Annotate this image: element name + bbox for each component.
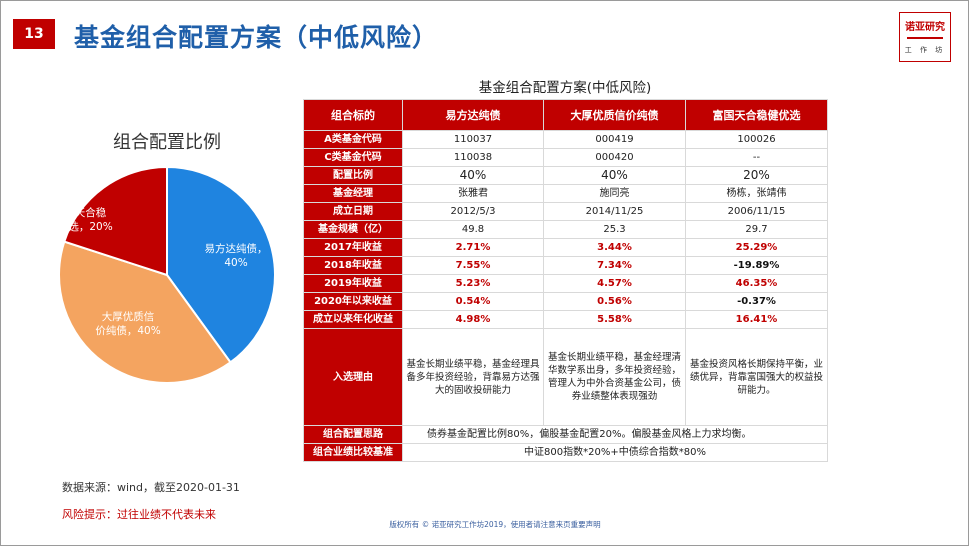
table-row: 2017年收益 2.71% 3.44% 25.29% — [303, 238, 828, 257]
benchmark-row: 组合业绩比较基准 中证800指数*20%+中债综合指数*80% — [303, 443, 828, 462]
table-cell: 5.23% — [402, 274, 544, 293]
table-cell: 张雅君 — [402, 184, 544, 203]
pie-slice-label: 富国天合稳 — [54, 206, 107, 219]
reason-row: 入选理由 基金长期业绩平稳，基金经理具备多年投资经验，背靠易方达强大的固收投研能力… — [303, 328, 828, 426]
table-cell: -0.37% — [685, 292, 828, 311]
table-cell: 5.58% — [543, 310, 686, 329]
benchmark-text: 中证800指数*20%+中债综合指数*80% — [402, 443, 828, 462]
table-row: 基金经理 张雅君 施同亮 杨栋，张靖伟 — [303, 184, 828, 203]
allocation-pie-chart: 易方达纯债， 40% 大厚优质信价纯债，40% 富国天合稳健优选，20% — [50, 165, 276, 384]
table-cell: 0.56% — [543, 292, 686, 311]
logo-divider — [907, 37, 943, 39]
table-cell: 100026 — [685, 130, 828, 149]
pie-slice-label: 价纯债，40% — [95, 324, 160, 337]
table-header-row: 组合标的 易方达纯债 大厚优质信价纯债 富国天合稳健优选 — [303, 99, 828, 131]
table-cell: 49.8 — [402, 220, 544, 239]
table-cell: 29.7 — [685, 220, 828, 239]
table-cell: -- — [685, 148, 828, 167]
table-cell: 000420 — [543, 148, 686, 167]
table-cell: 110037 — [402, 130, 544, 149]
idea-label: 组合配置思路 — [303, 425, 403, 444]
row-label: 配置比例 — [303, 166, 403, 185]
table-cell: 4.57% — [543, 274, 686, 293]
fund-plan-table: 组合标的 易方达纯债 大厚优质信价纯债 富国天合稳健优选 A类基金代码 11003… — [303, 99, 828, 462]
row-label: C类基金代码 — [303, 148, 403, 167]
table-row: 2020年以来收益 0.54% 0.56% -0.37% — [303, 292, 828, 311]
risk-warning: 风险提示：过往业绩不代表未来 — [62, 508, 216, 521]
pie-slice — [58, 240, 232, 384]
header-cell: 富国天合稳健优选 — [685, 99, 828, 131]
data-source-note: 数据来源：wind，截至2020-01-31 — [62, 481, 240, 494]
logo-text-bottom: 工 作 坊 — [904, 46, 946, 54]
table-cell: 40% — [402, 166, 544, 185]
pie-slice-label: 大厚优质信 — [102, 310, 155, 323]
table-cell: 2012/5/3 — [402, 202, 544, 221]
table-row: 2018年收益 7.55% 7.34% -19.89% — [303, 256, 828, 275]
table-cell: 46.35% — [685, 274, 828, 293]
table-cell: 杨栋，张靖伟 — [685, 184, 828, 203]
reason-label: 入选理由 — [303, 328, 403, 426]
logo-text-top: 诺亚研究 — [905, 22, 945, 33]
table-row: C类基金代码 110038 000420 -- — [303, 148, 828, 167]
brand-logo: 诺亚研究 工 作 坊 — [899, 12, 951, 62]
pie-slice-label: 易方达纯债， — [205, 242, 268, 255]
row-label: 2018年收益 — [303, 256, 403, 275]
table-cell: 110038 — [402, 148, 544, 167]
header-cell: 易方达纯债 — [402, 99, 544, 131]
table-cell: 2014/11/25 — [543, 202, 686, 221]
table-cell: 40% — [543, 166, 686, 185]
page-number-badge: 13 — [13, 19, 55, 49]
reason-cell: 基金长期业绩平稳，基金经理清华数学系出身，多年投资经验，管理人为中外合资基金公司… — [543, 328, 686, 426]
table-cell: 16.41% — [685, 310, 828, 329]
pie-slice — [63, 165, 168, 277]
pie-slice — [166, 165, 276, 364]
copyright-footer: 版权所有 © 诺亚研究工作坊2019，使用者请注意来页重要声明 — [389, 520, 601, 529]
table-cell: 3.44% — [543, 238, 686, 257]
table-cell: 25.29% — [685, 238, 828, 257]
table-cell: 000419 — [543, 130, 686, 149]
row-label: 基金经理 — [303, 184, 403, 203]
table-cell: 20% — [685, 166, 828, 185]
allocation-idea-row: 组合配置思路 债券基金配置比例80%，偏股基金配置20%。偏股基金风格上力求均衡。 — [303, 425, 828, 444]
page-title: 基金组合配置方案（中低风险） — [74, 23, 439, 52]
table-row: 基金规模（亿） 49.8 25.3 29.7 — [303, 220, 828, 239]
row-label: 2019年收益 — [303, 274, 403, 293]
table-title: 基金组合配置方案(中低风险) — [478, 80, 652, 96]
row-label: 2017年收益 — [303, 238, 403, 257]
reason-cell: 基金长期业绩平稳，基金经理具备多年投资经验，背靠易方达强大的固收投研能力 — [402, 328, 544, 426]
row-label: 基金规模（亿） — [303, 220, 403, 239]
table-cell: 7.55% — [402, 256, 544, 275]
pie-slice-label: 健优选，20% — [50, 220, 113, 233]
table-cell: 4.98% — [402, 310, 544, 329]
table-row: 2019年收益 5.23% 4.57% 46.35% — [303, 274, 828, 293]
reason-cell: 基金投资风格长期保持平衡，业绩优异，背靠富国强大的权益投研能力。 — [685, 328, 828, 426]
table-cell: 7.34% — [543, 256, 686, 275]
row-label: A类基金代码 — [303, 130, 403, 149]
pie-chart-title: 组合配置比例 — [113, 132, 221, 153]
table-cell: 施同亮 — [543, 184, 686, 203]
benchmark-label: 组合业绩比较基准 — [303, 443, 403, 462]
header-cell: 组合标的 — [303, 99, 403, 131]
table-row: 成立日期 2012/5/3 2014/11/25 2006/11/15 — [303, 202, 828, 221]
row-label: 2020年以来收益 — [303, 292, 403, 311]
table-cell: 0.54% — [402, 292, 544, 311]
pie-slice-label: 40% — [224, 257, 247, 269]
row-label: 成立以来年化收益 — [303, 310, 403, 329]
row-label: 成立日期 — [303, 202, 403, 221]
table-row: 配置比例 40% 40% 20% — [303, 166, 828, 185]
table-row: 成立以来年化收益 4.98% 5.58% 16.41% — [303, 310, 828, 329]
idea-text: 债券基金配置比例80%，偏股基金配置20%。偏股基金风格上力求均衡。 — [402, 425, 828, 444]
table-row: A类基金代码 110037 000419 100026 — [303, 130, 828, 149]
table-cell: -19.89% — [685, 256, 828, 275]
table-cell: 25.3 — [543, 220, 686, 239]
table-cell: 2.71% — [402, 238, 544, 257]
table-cell: 2006/11/15 — [685, 202, 828, 221]
header-cell: 大厚优质信价纯债 — [543, 99, 686, 131]
